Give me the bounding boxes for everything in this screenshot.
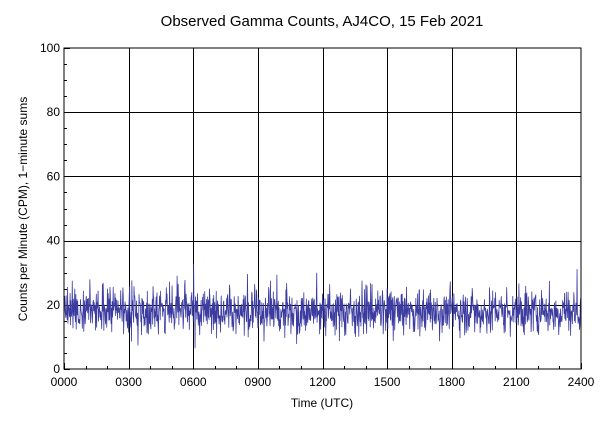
x-axis-label: Time (UTC) (291, 396, 353, 410)
y-tick-labels: 0 20 40 60 80 100 (40, 41, 60, 376)
x-tick-label: 1500 (374, 375, 401, 389)
chart-title: Observed Gamma Counts, AJ4CO, 15 Feb 202… (161, 13, 484, 30)
x-tick-label: 0600 (180, 375, 207, 389)
series-layer (63, 264, 582, 349)
y-tick-label: 20 (47, 298, 61, 312)
x-tick-label: 1800 (438, 375, 465, 389)
x-tick-label: 2400 (568, 375, 595, 389)
x-tick-label: 0000 (51, 375, 78, 389)
y-tick-label: 100 (40, 41, 60, 55)
x-tick-label: 1200 (309, 375, 336, 389)
plot-frame (63, 47, 582, 370)
x-tick-label: 0900 (245, 375, 272, 389)
grid (64, 48, 581, 369)
series-line (63, 264, 582, 349)
y-axis-label: Counts per Minute (CPM), 1−minute sums (16, 97, 30, 321)
x-tick-labels: 0000 0300 0600 0900 1200 1500 1800 2100 2400 (51, 375, 595, 389)
y-tick-label: 80 (47, 105, 61, 119)
x-tick-label: 2100 (503, 375, 530, 389)
y-tick-label: 40 (47, 234, 61, 248)
x-tick-label: 0300 (115, 375, 142, 389)
y-tick-label: 60 (47, 169, 61, 183)
y-tick-label: 0 (53, 362, 60, 376)
